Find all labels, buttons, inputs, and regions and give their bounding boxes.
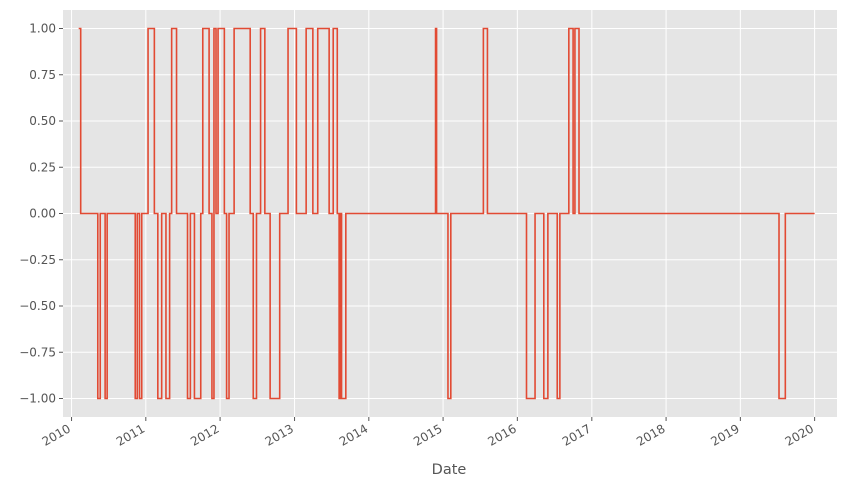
y-tick-label: −0.25 (19, 253, 56, 267)
series-line (78, 27, 815, 400)
y-tick-labels: 1.00 0.75 0.50 0.25 0.00 −0.25 −0.50 −0.75 −1.00 (19, 22, 56, 406)
series-path (78, 27, 815, 400)
y-tick-label: −0.50 (19, 299, 56, 313)
x-tick-label: 2011 (114, 421, 147, 448)
y-tick-label: 0.00 (29, 207, 56, 221)
x-tick-labels: 2010 2011 2012 2013 2014 2015 2016 2017 2018 2019… (40, 421, 817, 448)
tick-marks (59, 28, 816, 421)
x-tick-label: 2016 (485, 421, 518, 448)
x-tick-label: 2014 (337, 421, 370, 448)
x-tick-label: 2013 (263, 421, 296, 448)
y-tick-label: 0.50 (29, 114, 56, 128)
x-tick-label: 2015 (411, 421, 444, 448)
x-tick-label: 2019 (708, 421, 741, 448)
y-tick-label: 0.75 (29, 68, 56, 82)
x-tick-label: 2017 (560, 421, 593, 448)
x-tick-label: 2012 (188, 421, 221, 448)
y-tick-label: −1.00 (19, 392, 56, 406)
x-tick-label: 2018 (634, 421, 667, 448)
x-tick-label: 2010 (40, 421, 73, 448)
y-tick-label: 1.00 (29, 22, 56, 36)
y-tick-label: 0.25 (29, 160, 56, 174)
x-tick-label: 2020 (783, 421, 816, 448)
x-axis-label: Date (432, 462, 467, 478)
y-tick-label: −0.75 (19, 345, 56, 359)
